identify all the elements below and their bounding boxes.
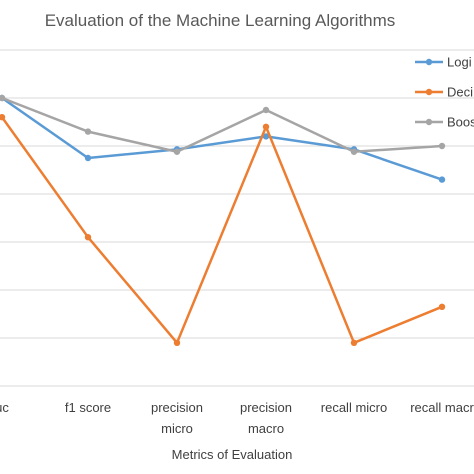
series-line-3 (1, 96, 443, 154)
data-point (84, 234, 92, 241)
series-line-2 (0, 116, 443, 345)
x-tick-label: uc (0, 400, 9, 415)
series-group (0, 94, 446, 346)
x-tick-label: recall macr (410, 400, 474, 415)
data-point (84, 128, 92, 135)
legend-label: Boos (447, 115, 474, 130)
gridlines (0, 49, 474, 387)
legend-marker (425, 118, 433, 126)
data-point (262, 133, 270, 140)
data-point (262, 106, 270, 114)
data-point (262, 123, 270, 130)
data-point (350, 339, 358, 346)
legend-marker (425, 58, 433, 66)
series-line-1 (1, 96, 443, 181)
data-point (438, 176, 446, 183)
x-tick-label: f1 score (65, 400, 111, 415)
data-point (438, 142, 446, 150)
x-axis-title: Metrics of Evaluation (172, 447, 293, 462)
legend-label: Deci (447, 85, 473, 100)
legend-label: Logi (447, 55, 472, 70)
data-point (84, 154, 92, 162)
legend: Logi Deci Boos (415, 55, 474, 130)
data-point (173, 148, 181, 155)
data-point (0, 94, 6, 102)
data-point (173, 339, 181, 346)
x-tick-label: precision micro (151, 400, 203, 436)
data-point (350, 148, 358, 155)
x-tick-label: precision macro (240, 400, 292, 436)
x-tick-label: recall micro (321, 400, 387, 415)
legend-marker (425, 88, 433, 96)
chart-title: Evaluation of the Machine Learning Algor… (45, 11, 396, 30)
data-point (0, 114, 6, 121)
data-point (438, 303, 446, 310)
